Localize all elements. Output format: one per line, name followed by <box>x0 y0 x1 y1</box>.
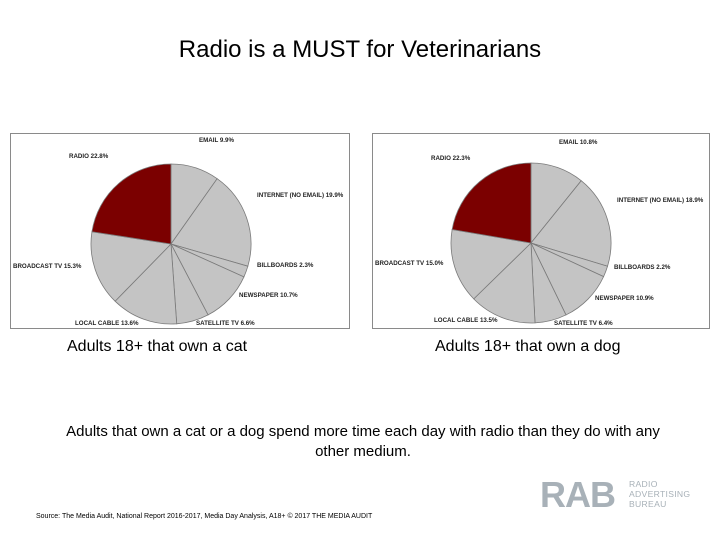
pie-slice-label: LOCAL CABLE 13.6% <box>75 320 139 327</box>
summary-note: Adults that own a cat or a dog spend mor… <box>66 423 660 460</box>
pie-slice-label: INTERNET (NO EMAIL) 18.9% <box>617 197 704 204</box>
rab-logo-word: RADIO <box>629 479 658 489</box>
pie-slice-label: RADIO 22.8% <box>69 153 109 160</box>
pie-slice-label: BILLBOARDS 2.2% <box>614 264 671 271</box>
pie-slice-label: NEWSPAPER 10.9% <box>595 295 654 302</box>
pie-slice-label: RADIO 22.3% <box>431 155 471 162</box>
pie-slice-label: LOCAL CABLE 13.5% <box>434 317 498 324</box>
pie-slice-label: BROADCAST TV 15.0% <box>375 260 444 267</box>
pie-slice-label: BROADCAST TV 15.3% <box>13 263 82 270</box>
pie-slice-label: EMAIL 10.8% <box>559 139 598 146</box>
rab-logo: RAB RADIO ADVERTISING BUREAU <box>540 477 710 517</box>
pie-slice-local <box>114 243 178 325</box>
pie-slice-label: INTERNET (NO EMAIL) 19.9% <box>257 192 344 199</box>
rab-logo-mark: RAB <box>540 474 616 515</box>
pie-slice-radio <box>91 163 172 245</box>
cat-pie-chart: EMAIL 9.9% INTERNET (NO EMAIL) 19.9% BILLB… <box>13 137 344 327</box>
pie-slice-local <box>473 242 536 324</box>
dog-pie-chart-frame: EMAIL 10.8% INTERNET (NO EMAIL) 18.9% BILL… <box>372 133 710 329</box>
rab-logo-word: BUREAU <box>629 499 667 509</box>
dog-chart-caption: Adults 18+ that own a dog <box>435 338 621 355</box>
dog-pie-chart: EMAIL 10.8% INTERNET (NO EMAIL) 18.9% BILL… <box>375 139 704 327</box>
rab-logo-words: RADIO ADVERTISING BUREAU <box>629 479 690 509</box>
pie-slice-broadcast <box>90 231 172 302</box>
cat-pie-chart-frame: EMAIL 9.9% INTERNET (NO EMAIL) 19.9% BILLB… <box>10 133 350 329</box>
page-title: Radio is a MUST for Veterinarians <box>178 36 542 63</box>
pie-slice-label: NEWSPAPER 10.7% <box>239 292 298 299</box>
pie-slice-label: SATELLITE TV 6.6% <box>196 320 255 327</box>
pie-slice-internet <box>170 178 252 267</box>
pie-slice-radio <box>451 162 532 244</box>
pie-slice-internet <box>530 180 612 267</box>
rab-logo-word: ADVERTISING <box>629 489 691 499</box>
pie-slice-broadcast <box>450 229 532 300</box>
cat-chart-caption: Adults 18+ that own a cat <box>67 338 248 355</box>
source-footnote: Source: The Media Audit, National Report… <box>36 513 373 520</box>
pie-slice-label: EMAIL 9.9% <box>199 137 234 144</box>
pie-slice-label: SATELLITE TV 6.4% <box>554 320 613 327</box>
pie-slice-label: BILLBOARDS 2.3% <box>257 262 314 269</box>
